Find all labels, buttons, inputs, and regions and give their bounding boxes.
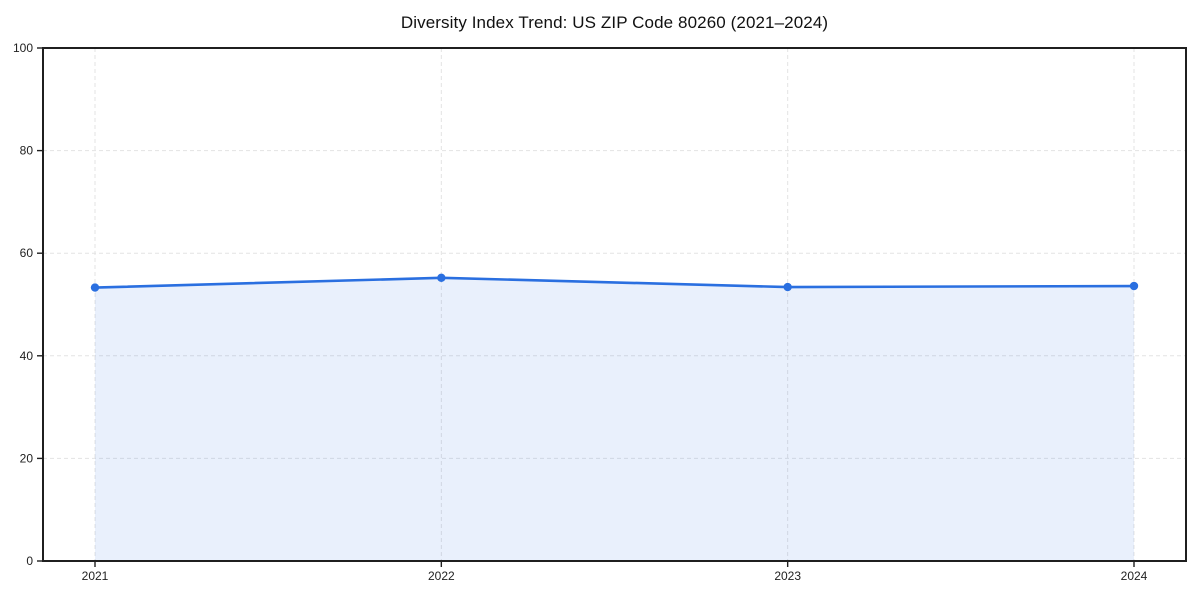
x-tick-label: 2021 xyxy=(82,569,109,583)
data-point-marker xyxy=(437,273,446,283)
trend-line xyxy=(93,276,1136,289)
data-point-marker xyxy=(90,283,100,292)
plot-border xyxy=(42,47,1187,562)
data-point-marker xyxy=(783,282,792,292)
x-tick-label: 2022 xyxy=(428,569,455,583)
x-tick-label: 2024 xyxy=(1121,569,1148,583)
plot-area xyxy=(43,48,1186,561)
y-tick-label: 100 xyxy=(13,41,33,55)
y-tick-label: 0 xyxy=(26,554,33,568)
y-tick-label: 20 xyxy=(20,451,34,465)
area-fill xyxy=(95,277,1134,561)
y-tick-label: 60 xyxy=(20,246,34,260)
y-tick-label: 40 xyxy=(20,349,34,363)
chart-title: Diversity Index Trend: US ZIP Code 80260… xyxy=(400,13,829,32)
data-point-marker xyxy=(1129,281,1139,291)
y-tick-label: 80 xyxy=(20,144,34,158)
x-tick-label: 2023 xyxy=(774,569,801,583)
